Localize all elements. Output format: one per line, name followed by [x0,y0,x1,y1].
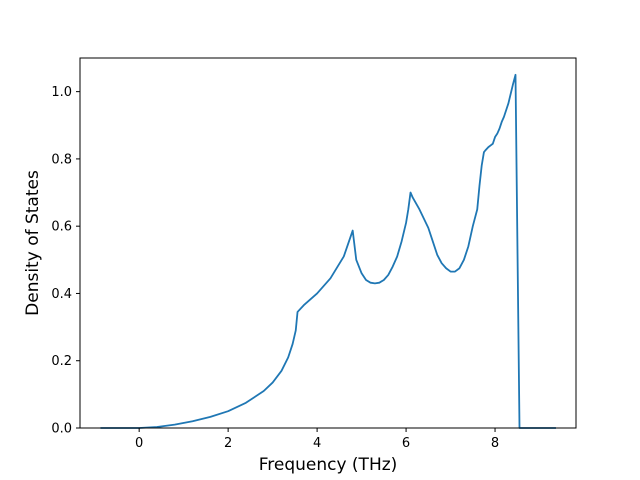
x-tick-label: 6 [402,436,410,451]
series-line-0 [100,73,556,429]
x-axis: 0 2 4 6 8 [135,428,499,451]
y-tick-label: 0.0 [51,422,72,437]
x-tick-label: 4 [313,436,321,451]
y-axis-label: Density of States [23,170,43,316]
x-tick-label: 8 [491,436,499,451]
x-tick-label: 2 [224,436,232,451]
y-tick-label: 0.8 [51,152,72,167]
x-tick-label: 0 [135,436,143,451]
plot-frame [79,57,577,429]
plot-area [100,73,556,429]
x-axis-label: Frequency (THz) [259,455,398,475]
y-tick-label: 0.4 [51,287,72,302]
y-tick-label: 0.6 [51,220,72,235]
y-axis: 0.0 0.2 0.4 0.6 0.8 1.0 [51,85,80,437]
y-tick-label: 0.2 [51,354,72,369]
y-tick-label: 1.0 [51,85,72,100]
